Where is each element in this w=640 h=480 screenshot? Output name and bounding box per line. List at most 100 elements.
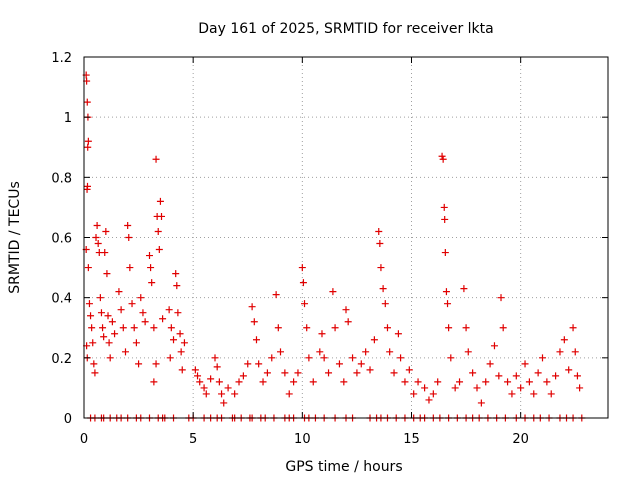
data-point [441,215,449,223]
data-point [301,300,309,308]
data-point [104,312,112,320]
data-point [383,324,391,332]
data-point [414,378,422,386]
data-point [194,372,202,380]
data-point [91,369,99,377]
data-point [521,360,529,368]
data-point [342,306,350,314]
labels: 0 5 10 15 20 0 0.2 0.4 0.6 0.8 1 1.2 Day 161 of 2025… [7,21,529,475]
data-point [159,315,167,323]
data-point [495,372,503,380]
data-point [375,227,383,235]
data-point [377,264,385,272]
data-point [167,324,175,332]
data-point [156,197,164,205]
data-point [101,249,109,257]
data-point [425,396,433,404]
data-point [438,152,446,160]
data-point [176,330,184,338]
x-tick-label: 15 [403,432,420,447]
data-point [89,339,97,347]
data-point [220,399,228,407]
data-point [177,348,185,356]
data-point [329,288,337,296]
data-point [200,384,208,392]
data-point [88,324,96,332]
data-point [440,203,448,211]
y-tick-label: 1 [64,111,72,126]
data-point [552,372,560,380]
data-point [213,363,221,371]
data-point [165,306,173,314]
data-point [83,185,91,193]
data-point [111,330,119,338]
data-point [94,240,102,248]
data-point [211,354,219,362]
data-point [191,366,199,374]
data-point [401,378,409,386]
data-point [108,318,116,326]
data-point [316,348,324,356]
data-point [281,369,289,377]
data-point [92,234,100,241]
chart-title: Day 161 of 2025, SRMTID for receiver lkt… [198,21,493,37]
data-point [103,270,111,278]
data-point [539,354,546,362]
data-point [298,264,306,272]
data-point [150,378,158,386]
data-point [560,336,568,344]
data-point [147,264,155,272]
data-point [252,336,260,344]
y-tick-label: 1.2 [51,51,72,66]
data-point [309,378,317,386]
data-point [172,270,180,278]
data-point [121,348,129,356]
data-point [573,372,581,380]
data-point [106,354,114,362]
data-point [126,264,134,272]
data-point [244,360,252,368]
data-point [158,212,166,220]
data-point [362,348,370,356]
data-point [218,390,226,398]
data-point [460,285,468,293]
grid [84,57,608,418]
data-point [534,369,542,377]
data-point [571,348,579,356]
data-point [84,137,92,145]
data-point [421,384,429,392]
data-point [331,324,339,332]
data-point [152,155,160,163]
y-tick-label: 0.6 [51,232,72,247]
data-point [490,342,498,350]
data-point [349,354,357,362]
data-point [517,384,525,392]
data-point [102,227,110,235]
data-point [250,318,258,326]
data-point [410,390,418,398]
data-point [274,324,282,332]
data-point [235,378,243,386]
y-axis-label: SRMTID / TECUs [7,181,23,294]
data-point [462,324,470,332]
data-point [353,369,361,377]
data-point [146,252,153,260]
data-point [569,324,577,332]
x-tick-label: 5 [189,432,197,447]
data-point [340,378,348,386]
data-point [556,348,564,356]
data-point [180,339,188,347]
data-point [447,354,455,362]
data-point [525,378,533,386]
data-point [268,354,276,362]
data-point [272,291,280,299]
data-point [277,348,284,356]
axes [83,56,609,419]
data-point [166,354,174,362]
data-point [259,378,267,386]
data-point [305,354,313,362]
data-point [83,98,91,106]
data-point [303,324,311,332]
data-point [285,390,293,398]
